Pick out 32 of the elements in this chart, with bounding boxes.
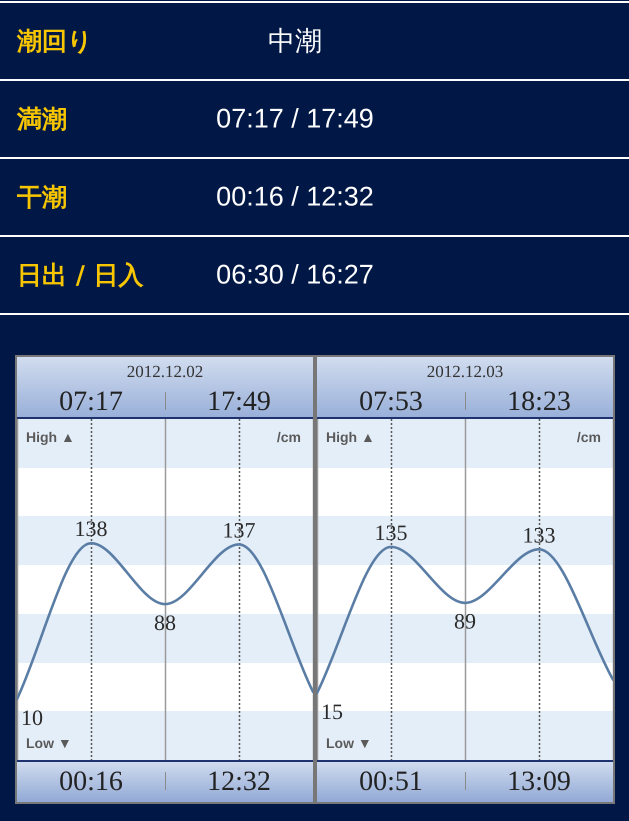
data-label: 15 [321,698,343,724]
text: 06:30 / 16:27 [215,260,375,290]
data-label: 138 [74,516,108,542]
chart-title: 2012.12.03 [426,362,504,381]
text: 00:16 / 12:32 [215,182,375,212]
data-label: 133 [522,522,556,548]
text: 日出 / 日入 [17,260,144,292]
data-label: 137 [222,517,256,542]
annotation: Low ▼ [26,735,72,751]
y-axis-title: /cm [276,429,301,445]
text: 12:32 [207,766,271,797]
y-axis-title: /cm [576,429,601,445]
text: 17:49 [207,386,271,417]
data-label: 89 [454,608,476,634]
text: 干潮 [17,182,67,214]
data-label: 135 [374,520,408,545]
text: 13:09 [507,766,571,797]
chart-title: 2012.12.02 [126,362,204,381]
text: 07:17 / 17:49 [215,104,375,134]
data-label: 10 [21,704,43,730]
text: 満潮 [17,104,67,136]
text: 00:16 [59,766,123,797]
text: 07:17 [59,386,123,417]
text: 18:23 [507,386,571,417]
text: 07:53 [359,386,423,417]
data-label: 88 [154,610,176,635]
annotation: High ▲ [326,429,375,445]
text: 00:51 [359,766,423,797]
text: 中潮 [267,25,323,58]
annotation: Low ▼ [326,735,372,751]
text: 潮回り [17,26,93,58]
annotation: High ▲ [26,429,75,445]
